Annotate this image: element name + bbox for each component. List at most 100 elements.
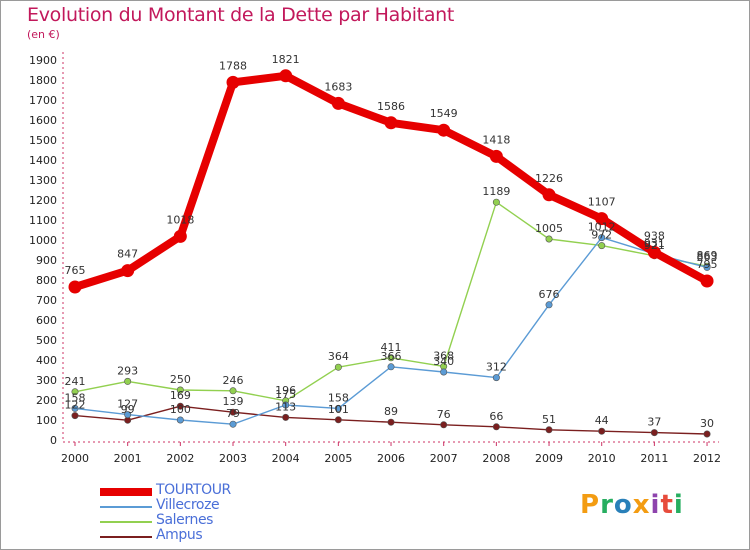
data-point-ampus xyxy=(703,430,711,438)
data-point-ampus xyxy=(229,408,237,416)
y-tick-label: 500 xyxy=(36,334,57,347)
legend-swatch xyxy=(100,487,152,496)
data-point-ampus xyxy=(71,412,79,420)
data-point-villecroze xyxy=(440,368,448,376)
data-label-villecroze: 366 xyxy=(381,350,402,363)
data-label-ampus: 122 xyxy=(65,399,86,412)
x-tick-label: 2003 xyxy=(219,452,247,465)
x-tick-label: 2004 xyxy=(272,452,300,465)
data-label-villecroze: 312 xyxy=(486,361,507,374)
data-point-ampus xyxy=(598,427,606,435)
data-label-salernes: 368 xyxy=(433,349,454,362)
data-label-tourtour: 795 xyxy=(697,258,718,271)
data-point-tourtour xyxy=(700,274,714,288)
x-tick-label: 2006 xyxy=(377,452,405,465)
data-point-salernes xyxy=(71,388,79,396)
y-tick-label: 0 xyxy=(50,434,57,447)
y-tick-label: 100 xyxy=(36,414,57,427)
data-point-tourtour xyxy=(121,264,135,278)
data-label-ampus: 113 xyxy=(275,400,296,413)
legend-swatch xyxy=(100,520,152,523)
data-point-tourtour xyxy=(384,116,398,130)
data-label-tourtour: 1107 xyxy=(588,196,616,209)
y-tick-label: 1200 xyxy=(29,194,57,207)
data-label-tourtour: 938 xyxy=(644,229,665,242)
data-label-tourtour: 1226 xyxy=(535,172,563,185)
data-label-ampus: 51 xyxy=(542,413,556,426)
data-label-ampus: 101 xyxy=(328,403,349,416)
y-tick-label: 1700 xyxy=(29,94,57,107)
data-label-ampus: 66 xyxy=(489,410,503,423)
data-point-ampus xyxy=(440,421,448,429)
data-labels-layer: 122 99 169 139 113 101 89 76 66 51 44 37 30 241 293 250… xyxy=(65,53,718,430)
x-tick-label: 2010 xyxy=(588,452,616,465)
data-label-salernes: 196 xyxy=(275,384,296,397)
x-tick-label: 2011 xyxy=(640,452,668,465)
x-tick-label: 2000 xyxy=(61,452,89,465)
logo-letter: t xyxy=(660,490,674,520)
data-point-salernes xyxy=(176,386,184,394)
data-label-ampus: 99 xyxy=(121,403,135,416)
x-tick-label: 2005 xyxy=(324,452,352,465)
x-tick-label: 2007 xyxy=(430,452,458,465)
data-label-tourtour: 1821 xyxy=(272,53,300,66)
data-point-ampus xyxy=(387,418,395,426)
data-point-ampus xyxy=(650,429,658,437)
x-tick-label: 2008 xyxy=(482,452,510,465)
y-tick-label: 300 xyxy=(36,374,57,387)
data-label-villecroze: 158 xyxy=(328,391,349,404)
data-label-salernes: 921 xyxy=(644,239,665,252)
line-chart: 0 100 200 300 400 500 600 700 800 900 1000 1100 1200… xyxy=(29,52,721,465)
data-point-villecroze xyxy=(282,401,290,409)
data-label-ampus: 89 xyxy=(384,405,398,418)
data-label-ampus: 169 xyxy=(170,389,191,402)
data-label-tourtour: 765 xyxy=(65,264,86,277)
y-tick-label: 1100 xyxy=(29,214,57,227)
data-label-villecroze: 340 xyxy=(433,355,454,368)
y-tick-label: 1500 xyxy=(29,134,57,147)
legend-label: Ampus xyxy=(156,527,203,543)
data-label-salernes: 293 xyxy=(117,364,138,377)
x-tick-label: 2012 xyxy=(693,452,721,465)
data-point-ampus xyxy=(334,416,342,424)
data-label-salernes: 411 xyxy=(381,341,402,354)
data-label-salernes: 1005 xyxy=(535,222,563,235)
x-tick-label: 2009 xyxy=(535,452,563,465)
legend-swatch xyxy=(100,505,152,508)
data-point-salernes xyxy=(229,387,237,395)
data-point-villecroze xyxy=(387,363,395,371)
legend-label: TOURTOUR xyxy=(156,482,231,498)
data-point-villecroze xyxy=(176,416,184,424)
data-point-salernes xyxy=(334,363,342,371)
data-point-tourtour xyxy=(647,245,661,259)
data-point-tourtour xyxy=(437,123,451,137)
x-tick-label: 2001 xyxy=(114,452,142,465)
data-label-villecroze: 175 xyxy=(275,388,296,401)
data-label-villecroze: 863 xyxy=(697,250,718,263)
data-label-tourtour: 847 xyxy=(117,248,138,261)
legend-swatch xyxy=(100,535,152,538)
y-tick-label: 1900 xyxy=(29,54,57,67)
y-tick-label: 1000 xyxy=(29,234,57,247)
legend-label: Villecroze xyxy=(156,497,220,513)
data-point-villecroze xyxy=(492,374,500,382)
y-tick-label: 800 xyxy=(36,274,57,287)
data-point-villecroze xyxy=(71,404,79,412)
y-tick-label: 1400 xyxy=(29,154,57,167)
data-label-villecroze: 931 xyxy=(644,237,665,250)
data-point-villecroze xyxy=(124,411,132,419)
data-point-tourtour xyxy=(226,75,240,89)
data-point-salernes xyxy=(492,198,500,206)
data-point-ampus xyxy=(545,426,553,434)
data-point-salernes xyxy=(545,235,553,243)
data-point-ampus xyxy=(492,423,500,431)
data-label-salernes: 246 xyxy=(223,374,244,387)
series-layer xyxy=(68,69,714,438)
data-point-tourtour xyxy=(595,212,609,226)
data-label-ampus: 30 xyxy=(700,417,714,430)
data-label-villecroze: 676 xyxy=(539,288,560,301)
data-point-ampus xyxy=(282,413,290,421)
data-label-salernes: 869 xyxy=(697,249,718,262)
x-tick-label: 2002 xyxy=(166,452,194,465)
y-tick-label: 900 xyxy=(36,254,57,267)
